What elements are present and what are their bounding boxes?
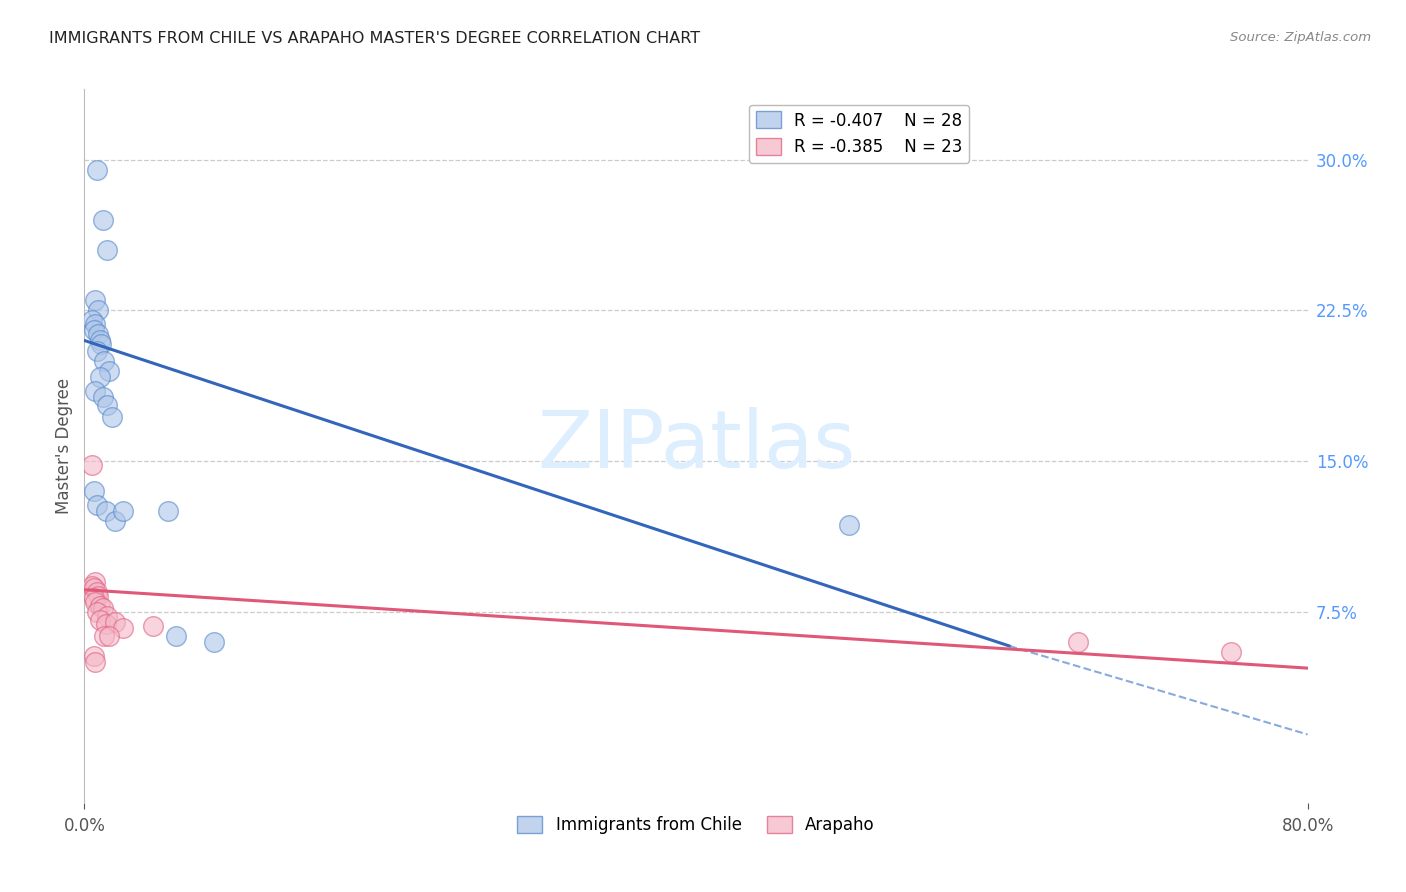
Point (1220, 645, 1243, 659)
Point (80, 579, 103, 593)
Point (97, 363, 120, 377)
Point (91, 212, 114, 227)
Point (142, 619, 165, 633)
Point (93, 629, 115, 643)
Text: ZIPatlas: ZIPatlas (537, 407, 855, 485)
Point (87, 303, 110, 318)
Point (83, 591, 105, 605)
Point (86, 343, 108, 358)
Text: Source: ZipAtlas.com: Source: ZipAtlas.com (1230, 31, 1371, 45)
Point (91, 390, 114, 404)
Point (84, 574, 107, 589)
Point (89, 334, 111, 348)
Y-axis label: Master's Degree: Master's Degree (55, 378, 73, 514)
Point (94, 616, 117, 631)
Point (84, 293, 107, 308)
Point (83, 323, 105, 337)
Point (94, 504, 117, 518)
Point (84, 655, 107, 669)
Point (89, 599, 111, 613)
Point (87, 589, 110, 603)
Point (86, 498, 108, 512)
Point (84, 318, 107, 332)
Point (83, 484, 105, 499)
Point (97, 629, 120, 643)
Point (1067, 635, 1090, 649)
Point (96, 398, 118, 412)
Point (84, 595, 107, 609)
Point (111, 621, 134, 635)
Point (86, 162, 108, 177)
Point (96, 608, 118, 623)
Point (83, 581, 105, 595)
Text: IMMIGRANTS FROM CHILE VS ARAPAHO MASTER'S DEGREE CORRELATION CHART: IMMIGRANTS FROM CHILE VS ARAPAHO MASTER'… (49, 31, 700, 46)
Point (91, 600, 114, 615)
Point (838, 518, 860, 533)
Point (89, 613, 111, 627)
Point (87, 327, 110, 342)
Point (101, 409, 124, 424)
Point (84, 384, 107, 398)
Point (86, 584, 108, 599)
Point (90, 337, 112, 351)
Point (89, 369, 111, 384)
Point (96, 243, 118, 257)
Point (83, 648, 105, 663)
Point (157, 504, 180, 518)
Point (104, 615, 127, 629)
Point (104, 515, 127, 529)
Point (111, 504, 134, 518)
Point (80, 313, 103, 327)
Point (86, 605, 108, 619)
Point (93, 353, 115, 368)
Point (80, 458, 103, 472)
Point (202, 635, 225, 649)
Point (165, 629, 187, 643)
Legend: Immigrants from Chile, Arapaho: Immigrants from Chile, Arapaho (510, 809, 882, 841)
